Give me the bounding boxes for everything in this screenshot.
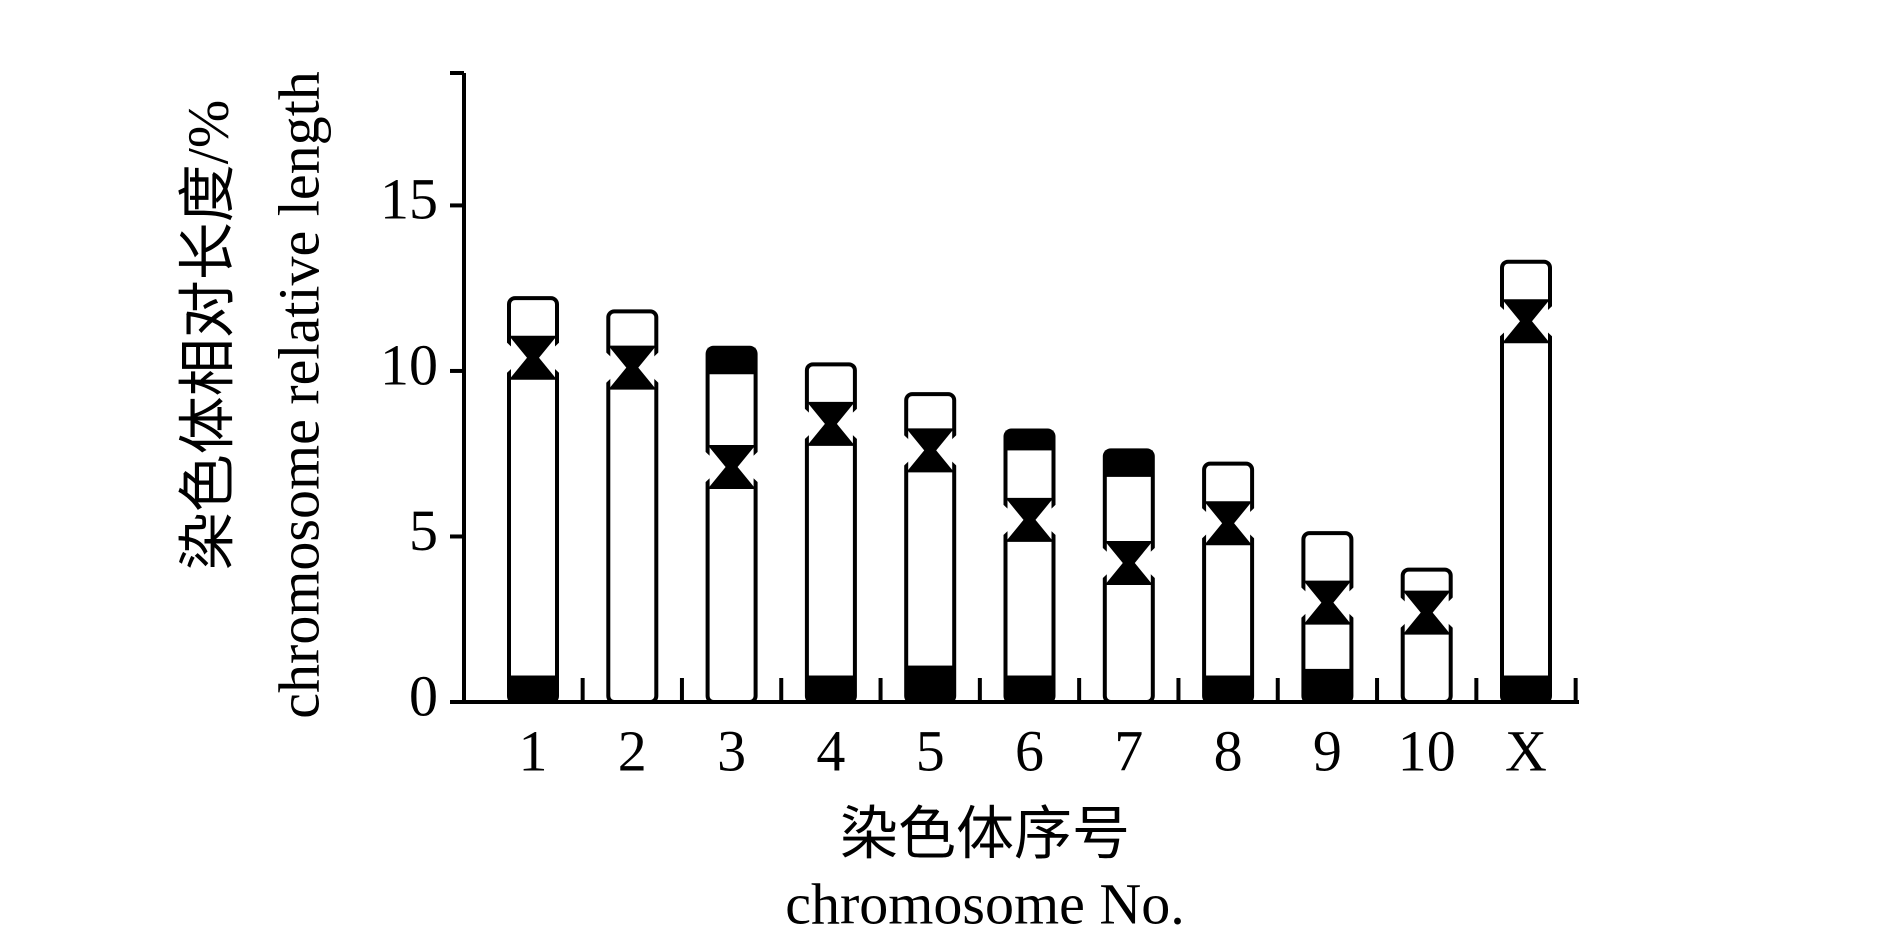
constriction — [840, 407, 858, 440]
centromere — [1303, 580, 1352, 625]
centromere — [608, 345, 657, 390]
chromosome — [606, 309, 659, 704]
constriction — [741, 450, 759, 483]
chromosome — [705, 345, 758, 704]
y-tick-label: 5 — [409, 498, 438, 563]
band — [1005, 675, 1054, 702]
band — [1005, 430, 1054, 451]
constriction — [803, 407, 821, 440]
x-tick-label: 6 — [1015, 718, 1044, 783]
band — [1104, 450, 1153, 477]
x-tick-label: X — [1505, 718, 1547, 783]
constriction — [642, 351, 660, 384]
x-tick-label: 10 — [1398, 718, 1456, 783]
x-axis-title: chromosome No. — [785, 871, 1185, 936]
y-axis-title: chromosome relative length — [266, 71, 331, 718]
chromosome — [1400, 567, 1453, 704]
y-axis-title: 染色体相对长度/% — [175, 100, 240, 570]
band — [1303, 668, 1352, 702]
x-tick-label: 8 — [1214, 718, 1243, 783]
constriction — [543, 341, 560, 374]
x-tick-label: 2 — [618, 718, 647, 783]
centromere — [509, 335, 557, 380]
constriction — [1399, 596, 1417, 629]
constriction — [704, 450, 722, 483]
chromosome — [1003, 428, 1056, 704]
x-tick-label: 7 — [1114, 718, 1143, 783]
centromere — [1402, 590, 1451, 635]
constriction — [605, 351, 623, 384]
centromere — [1502, 299, 1550, 344]
centromere — [1104, 540, 1153, 585]
y-tick-label: 15 — [380, 167, 438, 232]
band — [906, 665, 955, 702]
x-tick-label: 3 — [717, 718, 746, 783]
constriction — [940, 434, 958, 467]
constriction — [1002, 503, 1020, 536]
x-axis-title: 染色体序号 — [840, 801, 1130, 866]
band — [806, 675, 855, 702]
constriction — [1039, 503, 1057, 536]
constriction — [1499, 305, 1516, 338]
constriction — [1101, 546, 1119, 579]
centromere — [707, 444, 756, 489]
constriction — [1337, 586, 1355, 619]
constriction — [903, 434, 921, 467]
x-tick-label: 1 — [519, 718, 548, 783]
centromere — [1204, 501, 1253, 546]
centromere — [906, 428, 955, 473]
band — [1204, 675, 1253, 702]
band — [509, 675, 557, 702]
band — [1502, 675, 1550, 702]
constriction — [1201, 507, 1219, 540]
constriction — [1238, 507, 1256, 540]
constriction — [1536, 305, 1553, 338]
constriction — [506, 341, 523, 374]
chromosome — [1202, 461, 1255, 705]
x-tick-label: 4 — [816, 718, 845, 783]
y-tick-label: 10 — [380, 332, 438, 397]
constriction — [1436, 596, 1454, 629]
centromere — [1005, 497, 1054, 542]
band — [707, 347, 756, 375]
constriction — [1300, 586, 1318, 619]
y-tick-label: 0 — [409, 663, 438, 728]
x-tick-label: 5 — [916, 718, 945, 783]
centromere — [806, 401, 855, 446]
constriction — [1138, 546, 1156, 579]
x-tick-label: 9 — [1313, 718, 1342, 783]
